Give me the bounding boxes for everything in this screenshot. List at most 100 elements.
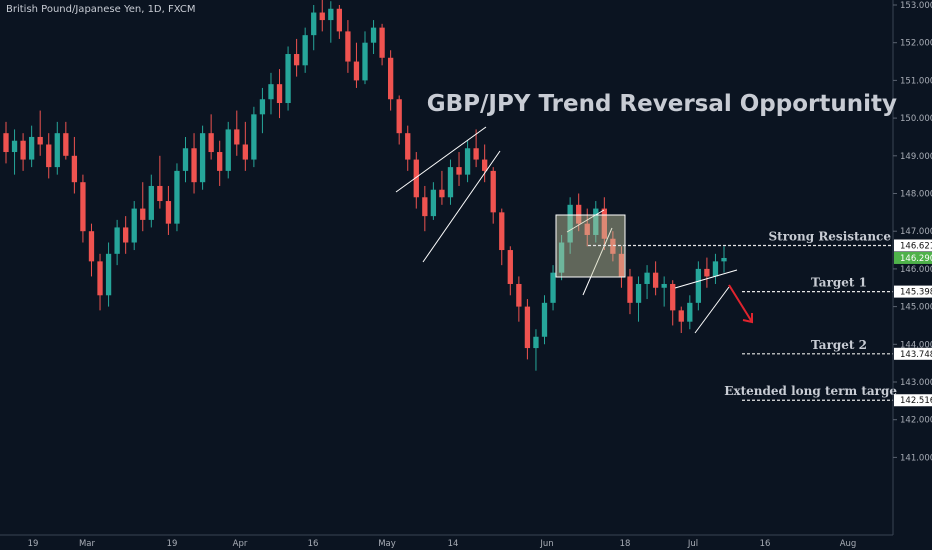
candle	[670, 280, 676, 326]
candle	[379, 23, 385, 66]
y-tick-label: 153.000	[900, 1, 932, 11]
candle	[695, 261, 702, 311]
trendline	[694, 286, 730, 334]
candle	[105, 242, 112, 307]
candle	[456, 152, 462, 186]
level-label: Target 1	[811, 276, 867, 290]
x-tick-label: Jul	[687, 539, 698, 549]
candle-body	[541, 302, 548, 337]
candle-body	[37, 136, 43, 145]
candle	[182, 136, 189, 183]
candle-body	[584, 223, 590, 235]
candle-body	[285, 54, 291, 104]
x-tick-label: Aug	[840, 539, 857, 549]
candle-body	[140, 208, 146, 220]
candle	[533, 329, 539, 371]
candle-body	[405, 133, 411, 160]
candle-body	[20, 140, 26, 160]
reversal-arrow	[728, 284, 753, 323]
current-price-label: 146.290	[900, 254, 932, 264]
x-tick-label: 19	[167, 539, 178, 549]
level-price-label: 146.621	[900, 241, 932, 251]
candle	[311, 5, 317, 51]
candle	[405, 125, 411, 171]
candle	[157, 155, 163, 209]
candle-body	[174, 170, 180, 224]
time-axis: 19 Mar 19 Apr 16 May 14 Jun 18 Jul 16 Aug	[0, 534, 893, 549]
candle-body	[482, 159, 488, 171]
level-label: Strong Resistance	[769, 229, 892, 243]
candle-body	[447, 167, 454, 198]
candle-body	[80, 182, 86, 232]
trendline	[566, 209, 605, 233]
candle-body	[251, 114, 257, 160]
candle-body	[473, 148, 479, 160]
candle	[593, 201, 599, 243]
candle	[721, 246, 727, 273]
level-price-tag	[894, 285, 932, 298]
candle-body	[456, 167, 462, 175]
candle-body	[123, 227, 129, 243]
candle-body	[387, 57, 394, 100]
level-price-tag	[894, 239, 932, 252]
candle	[422, 185, 428, 232]
candle	[199, 125, 206, 190]
y-tick-label: 149.000	[900, 152, 932, 162]
candle-body	[157, 185, 163, 202]
candle-body	[524, 306, 531, 349]
candle-body	[353, 61, 360, 81]
candle-body	[576, 204, 582, 224]
candle	[54, 121, 60, 175]
candle-body	[558, 242, 565, 273]
candle-body	[302, 35, 308, 66]
candle-body	[516, 283, 522, 307]
candle	[259, 87, 266, 134]
candle	[439, 170, 445, 205]
candle	[319, 0, 325, 32]
candle-body	[439, 189, 445, 198]
y-tick-label: 148.000	[900, 190, 932, 200]
candle	[687, 295, 693, 330]
candle	[46, 133, 52, 179]
candle	[473, 129, 479, 168]
price-axis: 153.000 152.000 151.000 150.000 149.000 148.0…	[892, 0, 932, 535]
candle-body	[328, 8, 334, 21]
candle	[482, 144, 488, 183]
candle-body	[259, 99, 266, 115]
candle	[567, 197, 573, 254]
candle-body	[601, 208, 607, 239]
y-tick-label: 146.000	[900, 265, 932, 275]
symbol-label: British Pound/Japanese Yen, 1D, FXCM	[6, 4, 196, 15]
x-tick-label: Jun	[539, 539, 553, 549]
candle-body	[533, 336, 539, 349]
candle-body	[695, 268, 702, 303]
candle-body	[370, 27, 377, 43]
candle-body	[46, 144, 52, 168]
candle-body	[54, 133, 60, 168]
candle	[37, 110, 43, 156]
candle-body	[422, 197, 428, 217]
candle-body	[311, 12, 317, 36]
candle	[678, 306, 684, 333]
candle-body	[63, 133, 69, 156]
y-tick-label: 150.000	[900, 114, 932, 124]
candle	[396, 95, 402, 145]
trendline	[395, 126, 487, 193]
candle	[208, 114, 214, 160]
candle-body	[627, 276, 633, 303]
level-label: Extended long term targe	[724, 384, 897, 398]
candle-body	[567, 204, 573, 243]
candle-body	[430, 189, 437, 217]
candle	[704, 257, 710, 288]
candle	[131, 201, 137, 251]
candle-body	[182, 148, 189, 171]
candle	[635, 276, 642, 322]
candle-body	[165, 201, 172, 224]
candle	[148, 174, 154, 228]
candle-body	[114, 227, 120, 254]
candle-body	[3, 133, 9, 153]
candle	[225, 121, 231, 179]
candle	[302, 27, 308, 73]
x-tick-label: 19	[28, 539, 39, 549]
